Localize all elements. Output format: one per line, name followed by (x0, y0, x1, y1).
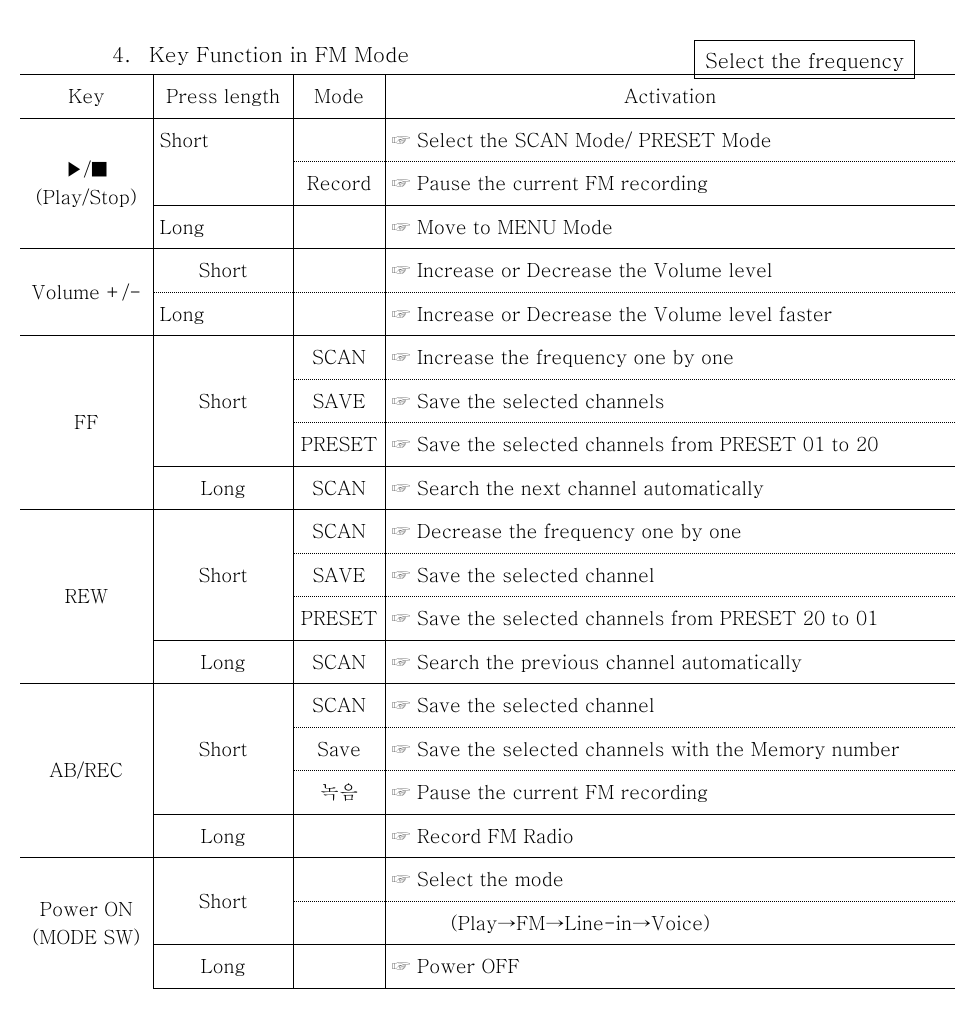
col-key: Key (20, 75, 153, 119)
activation-cell: ☞ Search the previous channel automatica… (385, 640, 955, 684)
activation-cell: ☞ Select the mode (385, 858, 955, 902)
press-cell: Long (153, 945, 293, 989)
key-playstop: ▶/■ (Play/Stop) (20, 118, 153, 249)
mode-cell: Record (293, 162, 385, 206)
activation-cell: ☞ Select the SCAN Mode/ PRESET Mode (385, 118, 955, 162)
table-row: Long ☞ Record FM Radio (20, 814, 955, 858)
table-header-row: Key Press length Mode Activation (20, 75, 955, 119)
activation-cell: ☞ Increase the frequency one by one (385, 336, 955, 380)
press-cell: Long (153, 640, 293, 684)
table-row: ▶/■ (Play/Stop) Short ☞ Select the SCAN … (20, 118, 955, 162)
activation-cell: ☞ Move to MENU Mode (385, 205, 955, 249)
mode-cell: SCAN (293, 336, 385, 380)
table-row: Long SCAN ☞ Search the next channel auto… (20, 466, 955, 510)
mode-cell (293, 205, 385, 249)
press-cell: Long (153, 205, 293, 249)
mode-cell (293, 292, 385, 336)
select-frequency-box: Select the frequency (694, 40, 915, 79)
mode-cell: SCAN (293, 510, 385, 554)
key-rew: REW (20, 510, 153, 684)
mode-cell: SCAN (293, 640, 385, 684)
key-power: Power ON (MODE SW) (20, 858, 153, 989)
press-cell: Long (153, 466, 293, 510)
press-cell: Long (153, 292, 293, 336)
mode-cell (293, 118, 385, 162)
activation-cell: ☞ Save the selected channels with the Me… (385, 727, 955, 771)
press-cell: Long (153, 814, 293, 858)
activation-cell: ☞ Save the selected channels (385, 379, 955, 423)
mode-cell (293, 814, 385, 858)
activation-cell: ☞ Save the selected channels from PRESET… (385, 597, 955, 641)
col-mode: Mode (293, 75, 385, 119)
activation-cell: ☞ Pause the current FM recording (385, 162, 955, 206)
col-activation: Activation (385, 75, 955, 119)
activation-cell: (Play→FM→Line-in→Voice) (385, 901, 955, 945)
mode-cell: 녹음 (293, 771, 385, 815)
key-volume: Volume +/- (20, 249, 153, 336)
table-row: Long ☞ Power OFF (20, 945, 955, 989)
press-cell: Short (153, 336, 293, 467)
mode-cell (293, 901, 385, 945)
activation-cell: ☞ Save the selected channel (385, 553, 955, 597)
col-press: Press length (153, 75, 293, 119)
table-row: AB/REC Short SCAN ☞ Save the selected ch… (20, 684, 955, 728)
section-title-text: Key Function in FM Mode (149, 38, 409, 68)
mode-cell: SAVE (293, 379, 385, 423)
mode-cell (293, 249, 385, 293)
press-cell: Short (153, 684, 293, 815)
activation-cell: ☞ Decrease the frequency one by one (385, 510, 955, 554)
mode-cell: SAVE (293, 553, 385, 597)
table-row: Long ☞ Move to MENU Mode (20, 205, 955, 249)
mode-cell: PRESET (293, 597, 385, 641)
fm-key-table: Key Press length Mode Activation ▶/■ (Pl… (20, 74, 955, 989)
press-cell: Short (153, 858, 293, 945)
press-cell: Short (153, 118, 293, 205)
activation-cell: ☞ Pause the current FM recording (385, 771, 955, 815)
table-row: Volume +/- Short ☞ Increase or Decrease … (20, 249, 955, 293)
mode-cell: SCAN (293, 684, 385, 728)
key-power-l2: (MODE SW) (32, 923, 140, 950)
activation-cell: ☞ Search the next channel automatically (385, 466, 955, 510)
mode-cell: Save (293, 727, 385, 771)
mode-cell (293, 858, 385, 902)
mode-cell: SCAN (293, 466, 385, 510)
table-row: Power ON (MODE SW) Short ☞ Select the mo… (20, 858, 955, 902)
key-power-l1: Power ON (40, 895, 133, 922)
press-cell: Short (153, 510, 293, 641)
key-ff: FF (20, 336, 153, 510)
key-playstop-sym: ▶/■ (65, 155, 108, 182)
mode-cell (293, 945, 385, 989)
key-abrec: AB/REC (20, 684, 153, 858)
section-number: 4. (112, 38, 142, 68)
table-row: Long SCAN ☞ Search the previous channel … (20, 640, 955, 684)
table-row: REW Short SCAN ☞ Decrease the frequency … (20, 510, 955, 554)
press-cell: Short (153, 249, 293, 293)
activation-cell: ☞ Power OFF (385, 945, 955, 989)
activation-cell: ☞ Save the selected channel (385, 684, 955, 728)
mode-cell: PRESET (293, 423, 385, 467)
key-playstop-txt: (Play/Stop) (35, 183, 137, 210)
activation-cell: ☞ Increase or Decrease the Volume level (385, 249, 955, 293)
activation-cell: ☞ Save the selected channels from PRESET… (385, 423, 955, 467)
activation-cell: ☞ Record FM Radio (385, 814, 955, 858)
activation-cell: ☞ Increase or Decrease the Volume level … (385, 292, 955, 336)
table-row: FF Short SCAN ☞ Increase the frequency o… (20, 336, 955, 380)
table-row: Long ☞ Increase or Decrease the Volume l… (20, 292, 955, 336)
